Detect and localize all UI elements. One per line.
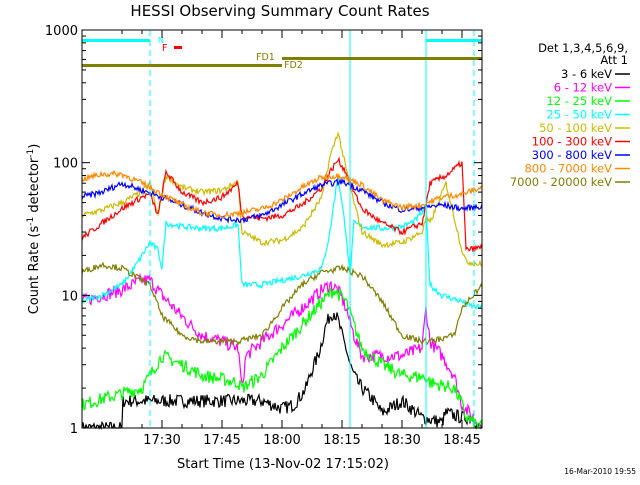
y-tick-label-2: 100: [53, 157, 78, 172]
y-axis-label-end: ): [27, 144, 42, 149]
legend-label-50-100-kev: 50 - 100 keV: [539, 121, 612, 135]
y-axis-label-mid: detector: [27, 157, 42, 217]
f-flag-label: F: [162, 43, 167, 54]
y-tick-label-3: 1000: [45, 24, 78, 39]
x-tick-label-5: 18:45: [443, 433, 480, 448]
series-12-25-kev-line: [81, 287, 483, 429]
legend-label-3-6-kev: 3 - 6 keV: [561, 67, 612, 81]
x-tick-label-2: 18:00: [263, 433, 300, 448]
series-50-100-kev-line: [81, 131, 483, 268]
fd2-label: FD2: [284, 60, 303, 71]
fd2-bar: [82, 64, 282, 67]
y-tick-label-0: 1: [70, 422, 78, 437]
legend-label-300-800-kev: 300 - 800 keV: [532, 148, 612, 162]
chart-title: HESSI Observing Summary Count Rates: [130, 2, 429, 20]
timestamp: 16-Mar-2010 19:55: [564, 467, 636, 476]
y-axis: 1 10 100 1000: [45, 24, 482, 437]
legend-header-line1: Det 1,3,4,5,6,9,: [538, 41, 628, 55]
y-axis-label-sup2: -1: [26, 149, 36, 158]
y-tick-label-1: 10: [61, 289, 78, 304]
series-25-50-kev-line: [81, 176, 483, 310]
x-tick-label-1: 17:45: [203, 433, 240, 448]
plot-frame: [81, 29, 483, 429]
x-tick-label-3: 18:15: [323, 433, 360, 448]
series-100-300-kev-line: [81, 156, 483, 253]
x-tick-label-0: 17:30: [143, 433, 180, 448]
y-axis-label-sup1: -1: [26, 217, 36, 226]
f-bar: [174, 46, 182, 49]
series-7000-20000-kev-line: [81, 261, 483, 346]
series-800-7000-kev-line: [81, 169, 483, 220]
x-axis: 17:30 17:45 18:00 18:15 18:30 18:45: [121, 30, 483, 448]
fd1-label: FD1: [256, 52, 275, 63]
legend-label-100-300-kev: 100 - 300 keV: [532, 135, 612, 149]
legend-label-7000-20000-kev: 7000 - 20000 keV: [510, 175, 612, 189]
series-layer: [81, 131, 483, 431]
y-axis-label-main: Count Rate (s: [27, 226, 42, 315]
x-tick-label-4: 18:30: [383, 433, 420, 448]
legend-label-25-50-kev: 25 - 50 keV: [546, 108, 612, 122]
series-300-800-kev-line: [81, 177, 483, 224]
night-bar-1: [426, 39, 482, 42]
legend-header-line2: Att 1: [600, 53, 628, 67]
legend-label-6-12-kev: 6 - 12 keV: [554, 81, 612, 95]
overlay-layer: FD1 FD2 FN: [82, 30, 482, 428]
night-bar-0: [82, 39, 150, 42]
y-axis-label: Count Rate (s-1 detector-1): [26, 144, 42, 315]
n-flag-label: N: [158, 36, 164, 45]
series-3-6-kev-line: [81, 312, 483, 431]
legend-label-800-7000-kev: 800 - 7000 keV: [524, 162, 612, 176]
legend-label-12-25-kev: 12 - 25 keV: [546, 94, 612, 108]
x-axis-label: Start Time (13-Nov-02 17:15:02): [177, 457, 389, 472]
series-6-12-kev-line: [81, 272, 483, 429]
fd1-bar: [282, 57, 482, 60]
